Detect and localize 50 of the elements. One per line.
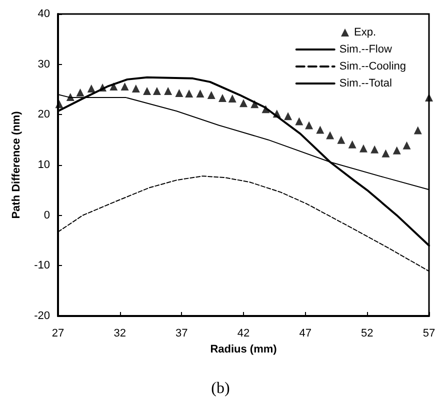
point [152, 87, 161, 96]
x-tick-label: 42 [237, 328, 250, 340]
point [402, 141, 411, 150]
point [55, 100, 64, 108]
point [295, 117, 304, 126]
point [337, 136, 346, 144]
y-axis-title: Path Difference (nm) [10, 110, 22, 219]
x-tick-label: 52 [361, 328, 374, 340]
point [425, 94, 433, 102]
point [87, 84, 96, 92]
legend-label: Sim.--Total [339, 78, 392, 90]
point [196, 90, 204, 98]
point [284, 112, 292, 120]
point [370, 145, 379, 154]
point [143, 87, 152, 96]
point [76, 88, 84, 97]
x-tick-label: 37 [176, 328, 188, 340]
point [164, 87, 172, 96]
text: (b) [210, 380, 231, 398]
x-tick-label: 27 [52, 328, 64, 340]
point [382, 149, 390, 158]
x-tick-label: 47 [299, 328, 312, 340]
point [326, 131, 334, 140]
point [414, 126, 422, 134]
point [316, 126, 324, 134]
point [240, 99, 248, 108]
y-tick-label: 10 [38, 159, 50, 171]
legend-label: Sim.--Flow [339, 44, 392, 56]
y-tick-label: 30 [38, 58, 50, 70]
y-tick-label: 0 [44, 209, 50, 222]
point [120, 82, 129, 90]
point [359, 144, 368, 152]
legend-label: Sim.--Cooling [339, 60, 406, 72]
y-tick-label: -10 [34, 260, 50, 272]
legend-label: Exp. [354, 26, 376, 38]
point [348, 140, 356, 148]
point [392, 146, 401, 154]
point [228, 94, 236, 103]
y-tick-label: -20 [34, 310, 50, 322]
x-tick-label: 57 [422, 328, 436, 340]
point [132, 84, 140, 92]
x-axis-title: Radius (mm) [210, 344, 278, 356]
point [175, 89, 184, 98]
point [185, 90, 194, 98]
x-tick-label: 32 [114, 328, 126, 340]
point [218, 94, 226, 102]
point [207, 91, 216, 100]
point [305, 121, 314, 130]
y-tick-label: 20 [38, 108, 50, 121]
y-tick-label: 40 [38, 8, 50, 20]
